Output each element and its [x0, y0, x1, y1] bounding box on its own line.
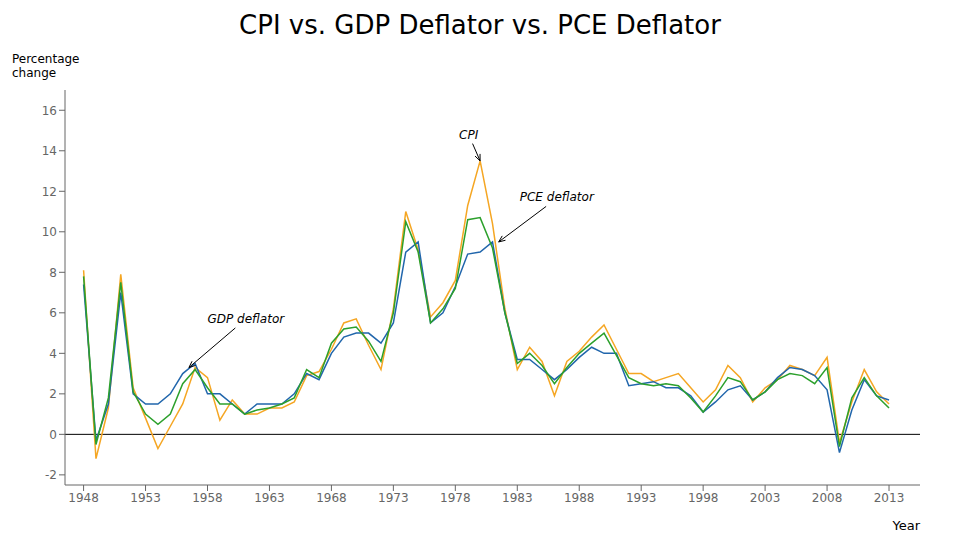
svg-text:1953: 1953: [130, 491, 161, 505]
svg-text:-2: -2: [45, 468, 57, 482]
svg-text:1958: 1958: [192, 491, 223, 505]
svg-text:GDP deflator: GDP deflator: [208, 312, 286, 326]
svg-text:10: 10: [42, 225, 57, 239]
svg-text:1993: 1993: [626, 491, 657, 505]
svg-text:PCE deflator: PCE deflator: [520, 190, 595, 204]
html-text:change: change: [12, 66, 57, 80]
svg-text:16: 16: [42, 104, 57, 118]
svg-text:1983: 1983: [502, 491, 533, 505]
svg-text:1988: 1988: [564, 491, 595, 505]
svg-text:4: 4: [49, 347, 57, 361]
svg-text:1963: 1963: [254, 491, 285, 505]
svg-text:14: 14: [42, 144, 57, 158]
svg-text:0: 0: [49, 428, 57, 442]
svg-text:2008: 2008: [812, 491, 843, 505]
svg-text:1968: 1968: [316, 491, 347, 505]
svg-text:2013: 2013: [874, 491, 905, 505]
svg-text:6: 6: [49, 306, 57, 320]
html-text:Percentage: Percentage: [12, 52, 80, 66]
svg-text:Year: Year: [891, 518, 920, 533]
svg-text:12: 12: [42, 185, 57, 199]
svg-text:8: 8: [49, 266, 57, 280]
html-text:CPI vs. GDP Deflator vs. PCE D: CPI vs. GDP Deflator vs. PCE Deflator: [239, 10, 721, 40]
svg-text:1948: 1948: [68, 491, 99, 505]
svg-text:1978: 1978: [440, 491, 471, 505]
svg-text:2003: 2003: [750, 491, 781, 505]
svg-text:1973: 1973: [378, 491, 409, 505]
svg-text:1998: 1998: [688, 491, 719, 505]
svg-text:CPI: CPI: [459, 128, 479, 142]
svg-text:2: 2: [49, 387, 57, 401]
